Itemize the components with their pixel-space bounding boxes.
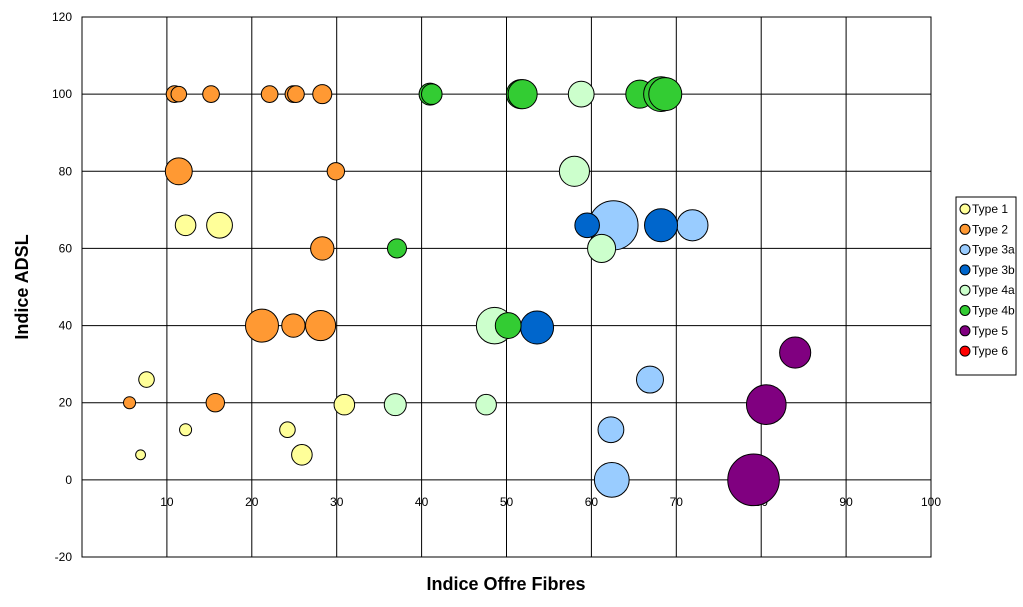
bubble-type-2 [305,310,337,342]
x-tick-label: 100 [921,495,941,509]
x-tick-label: 90 [839,495,853,509]
x-tick-label: 70 [670,495,684,509]
legend-label: Type 3b [972,263,1015,277]
bubble-type-2 [123,396,137,410]
bubble-type-2 [281,313,306,338]
legend: Type 1 Type 2 Type 3a Type 3b Type 4a Type 4b… [955,196,1017,376]
y-tick-label: 20 [59,396,73,410]
bubble-type-2 [205,393,225,413]
x-tick-label: 20 [245,495,259,509]
bubble-type-2 [326,162,346,181]
bubble-type-2 [312,84,333,105]
legend-marker [959,284,971,296]
bubbles [123,76,812,507]
y-tick-label: 120 [52,10,72,24]
bubble-type-1 [206,211,233,239]
bubble-type-1 [135,449,147,461]
legend-label: Type 2 [972,222,1008,236]
bubble-type-3a [593,461,630,498]
bubble-type-2 [310,236,335,261]
bubble-type-4a [383,393,407,417]
bubble-type-3a [597,416,625,444]
bubble-type-2 [244,308,279,343]
bubble-type-4a [567,80,595,108]
gridlines [82,17,931,557]
bubble-type-2 [164,157,193,186]
bubble-type-3a [636,365,664,394]
legend-marker [959,345,971,357]
legend-marker [959,305,971,316]
y-axis-title: Indice ADSL [12,234,32,339]
bubble-type-4a [558,155,590,187]
bubble-type-4b [386,238,408,259]
legend-marker [959,244,971,256]
bubble-type-2 [260,85,279,103]
bubble-type-4b [420,83,443,105]
bubble-type-4b [507,79,538,110]
legend-label: Type 1 [972,202,1008,216]
y-tick-labels: -20 0 20 40 60 80 100 120 [52,10,72,564]
legend-marker [959,203,971,215]
bubble-type-4a [475,393,497,416]
legend-marker [959,223,971,235]
y-tick-label: 60 [59,241,73,255]
x-tick-labels: 102030405060708090100 [160,495,941,509]
legend-label: Type 6 [972,344,1008,358]
bubble-type-4b [494,312,522,339]
bubble-type-3b [520,310,555,345]
bubble-type-5 [727,453,780,507]
bubble-type-1 [179,423,193,437]
bubble-type-5 [779,336,812,369]
x-tick-label: 10 [160,495,174,509]
legend-label: Type 5 [972,324,1008,338]
bubble-type-2 [170,85,188,103]
y-tick-label: 40 [59,319,73,333]
y-tick-label: 80 [59,164,73,178]
bubble-type-1 [333,393,356,416]
bubble-type-4a [587,233,617,263]
bubble-type-3b [644,208,679,243]
bubble-type-3a [676,209,709,242]
legend-label: Type 3a [972,243,1015,257]
legend-label: Type 4b [972,304,1015,318]
y-tick-label: 0 [65,473,72,487]
y-tick-label: -20 [55,550,73,564]
bubble-type-4b [648,77,683,112]
x-tick-label: 60 [585,495,599,509]
x-axis-title: Indice Offre Fibres [426,574,585,594]
bubble-type-3b [574,212,600,239]
bubble-type-5 [745,384,787,425]
bubble-type-1 [291,443,313,466]
x-tick-label: 50 [500,495,514,509]
bubble-type-1 [138,371,155,388]
bubble-type-2 [287,85,305,103]
bubble-type-1 [279,421,296,438]
legend-marker [959,325,971,337]
legend-marker [959,264,971,276]
legend-label: Type 4a [972,283,1015,297]
bubble-type-1 [174,214,197,237]
x-tick-label: 30 [330,495,344,509]
x-tick-label: 40 [415,495,429,509]
y-tick-label: 100 [52,87,72,101]
bubble-type-2 [202,85,220,103]
